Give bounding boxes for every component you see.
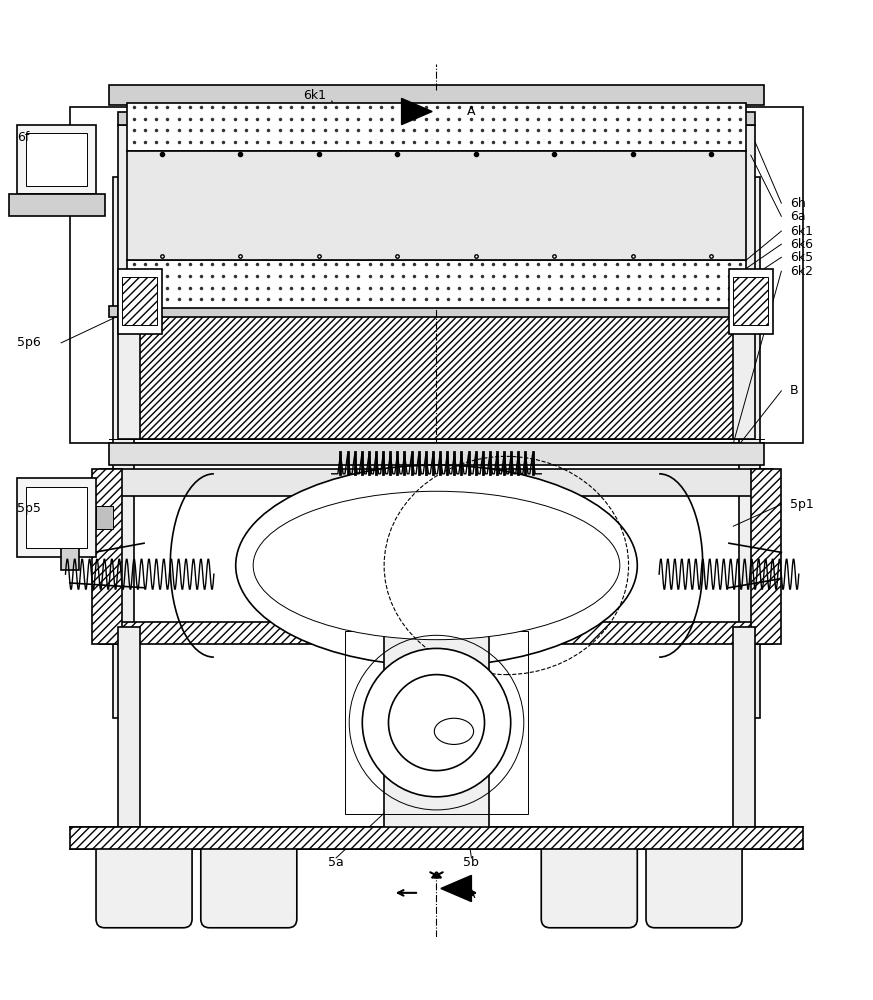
FancyBboxPatch shape: [118, 627, 140, 827]
Bar: [100, 622, 773, 644]
Bar: [127, 103, 746, 151]
FancyBboxPatch shape: [109, 85, 764, 105]
FancyBboxPatch shape: [26, 487, 87, 548]
Text: 6k2: 6k2: [790, 265, 813, 278]
Bar: [122, 277, 157, 325]
FancyBboxPatch shape: [61, 544, 79, 570]
FancyBboxPatch shape: [118, 125, 140, 439]
Text: 5a: 5a: [328, 856, 344, 869]
Ellipse shape: [435, 718, 473, 744]
Bar: [751, 469, 781, 644]
FancyBboxPatch shape: [646, 836, 742, 928]
Text: 5p5: 5p5: [17, 502, 41, 515]
Bar: [70, 827, 803, 849]
FancyBboxPatch shape: [541, 836, 637, 928]
FancyBboxPatch shape: [17, 478, 96, 557]
Text: 5p1: 5p1: [790, 498, 814, 511]
Bar: [733, 277, 768, 325]
Text: B: B: [790, 384, 799, 397]
Text: 6h: 6h: [790, 197, 806, 210]
FancyBboxPatch shape: [9, 194, 105, 216]
Text: 6k6: 6k6: [790, 238, 813, 251]
Ellipse shape: [253, 491, 620, 640]
Polygon shape: [402, 98, 432, 125]
Circle shape: [388, 675, 485, 771]
FancyBboxPatch shape: [17, 125, 96, 194]
Text: A: A: [467, 888, 476, 901]
FancyBboxPatch shape: [733, 125, 755, 439]
FancyBboxPatch shape: [100, 469, 773, 496]
Text: 5p6: 5p6: [17, 336, 41, 349]
FancyBboxPatch shape: [109, 443, 764, 465]
FancyBboxPatch shape: [127, 151, 746, 260]
Circle shape: [362, 648, 511, 797]
FancyBboxPatch shape: [729, 269, 773, 334]
FancyBboxPatch shape: [739, 177, 760, 718]
FancyBboxPatch shape: [96, 836, 192, 928]
FancyBboxPatch shape: [118, 112, 755, 125]
Bar: [92, 469, 122, 644]
FancyBboxPatch shape: [384, 635, 489, 832]
Polygon shape: [441, 875, 471, 902]
Text: A: A: [467, 105, 476, 118]
Bar: [122, 212, 751, 439]
Bar: [127, 260, 746, 308]
Text: 6f: 6f: [17, 131, 30, 144]
FancyBboxPatch shape: [733, 627, 755, 827]
Text: 6a: 6a: [790, 210, 806, 223]
FancyBboxPatch shape: [113, 177, 134, 718]
Text: 6k1: 6k1: [303, 89, 326, 102]
FancyBboxPatch shape: [118, 269, 162, 334]
FancyBboxPatch shape: [26, 133, 87, 186]
FancyBboxPatch shape: [109, 306, 764, 317]
FancyBboxPatch shape: [201, 836, 297, 928]
Text: 6k1: 6k1: [790, 225, 813, 238]
Ellipse shape: [236, 465, 637, 666]
Text: 6k5: 6k5: [790, 251, 813, 264]
Text: 5b: 5b: [464, 856, 479, 869]
FancyBboxPatch shape: [96, 506, 113, 529]
